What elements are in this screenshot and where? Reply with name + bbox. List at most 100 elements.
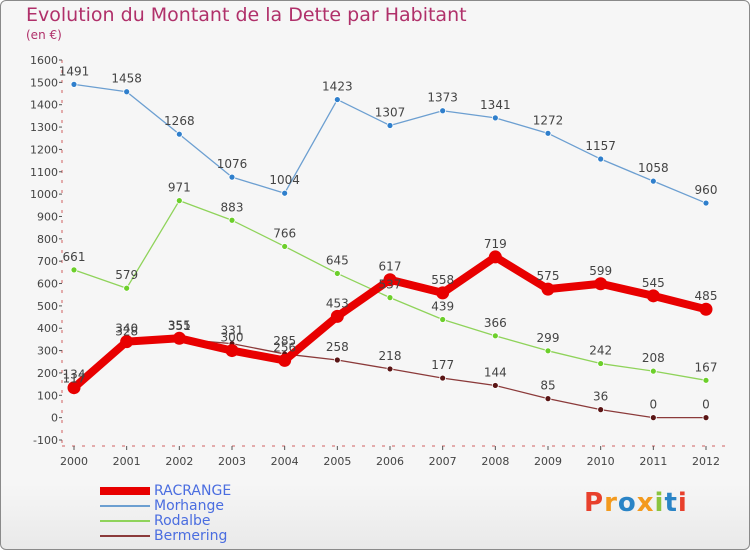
data-label: 453	[326, 296, 349, 310]
data-point	[646, 289, 660, 303]
x-tick-label: 2000	[60, 455, 88, 468]
data-label: 1004	[269, 173, 300, 187]
y-tick-label: -100	[33, 434, 58, 447]
data-label: 167	[695, 360, 718, 374]
data-label: 1272	[533, 113, 564, 127]
logo-letter: x	[636, 488, 655, 518]
logo-letter: o	[617, 488, 637, 518]
data-label: 351	[168, 319, 191, 333]
data-label: 1491	[59, 64, 90, 78]
data-label: 117	[63, 371, 86, 385]
logo-letter: r	[604, 488, 618, 518]
data-point	[386, 294, 394, 302]
data-label: 328	[115, 324, 138, 338]
y-tick-label: 800	[37, 233, 58, 246]
legend-label: Rodalbe	[154, 513, 211, 529]
data-point	[702, 414, 710, 422]
data-point	[70, 266, 78, 274]
data-label: 85	[540, 379, 555, 393]
legend-item-morhange[interactable]: Morhange	[100, 499, 300, 514]
legend-swatch	[100, 520, 150, 522]
data-point	[175, 130, 183, 138]
data-label: 545	[642, 276, 665, 290]
data-point	[175, 197, 183, 205]
y-tick-label: 1100	[30, 166, 58, 179]
y-tick-label: 1600	[30, 54, 58, 67]
data-point	[333, 356, 341, 364]
x-tick-label: 2004	[271, 455, 299, 468]
data-label: 883	[221, 200, 244, 214]
data-label: 1157	[585, 139, 616, 153]
data-label: 1076	[217, 157, 248, 171]
data-label: 537	[379, 278, 402, 292]
y-tick-label: 0	[51, 412, 58, 425]
proxiti-logo: Proxiti	[584, 488, 688, 518]
data-point	[439, 374, 447, 382]
x-tick-label: 2012	[692, 455, 720, 468]
y-tick-label: 100	[37, 389, 58, 402]
data-label: 36	[593, 390, 608, 404]
legend-swatch	[100, 487, 150, 495]
data-point	[281, 189, 289, 197]
y-tick-label: 900	[37, 210, 58, 223]
legend-item-racrange[interactable]: RACRANGE	[100, 484, 300, 499]
data-label: 1373	[427, 91, 458, 105]
y-tick-label: 1500	[30, 76, 58, 89]
data-label: 960	[695, 183, 718, 197]
data-label: 258	[326, 340, 349, 354]
data-point	[702, 376, 710, 384]
data-point	[544, 129, 552, 137]
data-point	[649, 367, 657, 375]
data-point	[386, 122, 394, 129]
data-label: 645	[326, 253, 349, 267]
logo-letter: i	[677, 488, 688, 518]
data-point	[67, 381, 81, 395]
data-label: 1268	[164, 114, 195, 128]
x-tick-label: 2006	[376, 455, 404, 468]
data-point	[333, 270, 341, 277]
x-tick-label: 2010	[587, 455, 615, 468]
data-point	[70, 80, 78, 88]
data-label: 134	[63, 368, 86, 382]
data-label: 439	[431, 300, 454, 314]
y-tick-label: 1400	[30, 99, 58, 112]
x-tick-label: 2001	[113, 455, 141, 468]
legend-item-rodalbe[interactable]: Rodalbe	[100, 514, 300, 529]
data-point	[225, 344, 239, 358]
data-label: 579	[115, 268, 138, 282]
legend-item-bermering[interactable]: Bermering	[100, 529, 300, 544]
logo-letter: P	[584, 488, 605, 518]
legend-label: Bermering	[154, 528, 228, 544]
data-point	[330, 309, 344, 323]
series-layer	[67, 80, 713, 422]
y-tick-label: 500	[37, 300, 58, 313]
x-tick-label: 2007	[429, 455, 457, 468]
data-point	[597, 155, 605, 163]
data-point	[544, 347, 552, 355]
data-point	[439, 107, 447, 115]
data-label: 558	[431, 273, 454, 287]
data-label: 177	[431, 358, 454, 372]
legend-label: RACRANGE	[154, 483, 232, 499]
y-tick-label: 400	[37, 322, 58, 335]
data-point	[333, 96, 341, 103]
legend: RACRANGE Morhange Rodalbe Bermering	[100, 484, 300, 544]
logo-letter: t	[664, 488, 678, 518]
data-label: 617	[379, 260, 402, 274]
legend-swatch	[100, 535, 150, 537]
data-label: 1341	[480, 98, 511, 112]
data-label: 300	[221, 331, 244, 345]
data-point	[436, 286, 450, 300]
data-label: 144	[484, 365, 507, 379]
y-tick-label: 200	[37, 367, 58, 380]
chart-subtitle: (en €)	[26, 28, 62, 42]
data-point	[649, 414, 657, 422]
data-point	[123, 284, 131, 292]
x-tick-label: 2011	[639, 455, 667, 468]
data-label: 218	[379, 349, 402, 363]
y-tick-label: 1300	[30, 121, 58, 134]
data-label: 575	[537, 269, 560, 283]
x-tick-label: 2009	[534, 455, 562, 468]
data-point	[386, 365, 394, 373]
data-label: 208	[642, 351, 665, 365]
